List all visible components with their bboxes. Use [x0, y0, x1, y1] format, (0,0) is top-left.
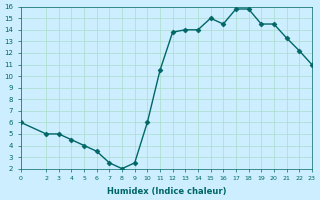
X-axis label: Humidex (Indice chaleur): Humidex (Indice chaleur): [107, 187, 226, 196]
